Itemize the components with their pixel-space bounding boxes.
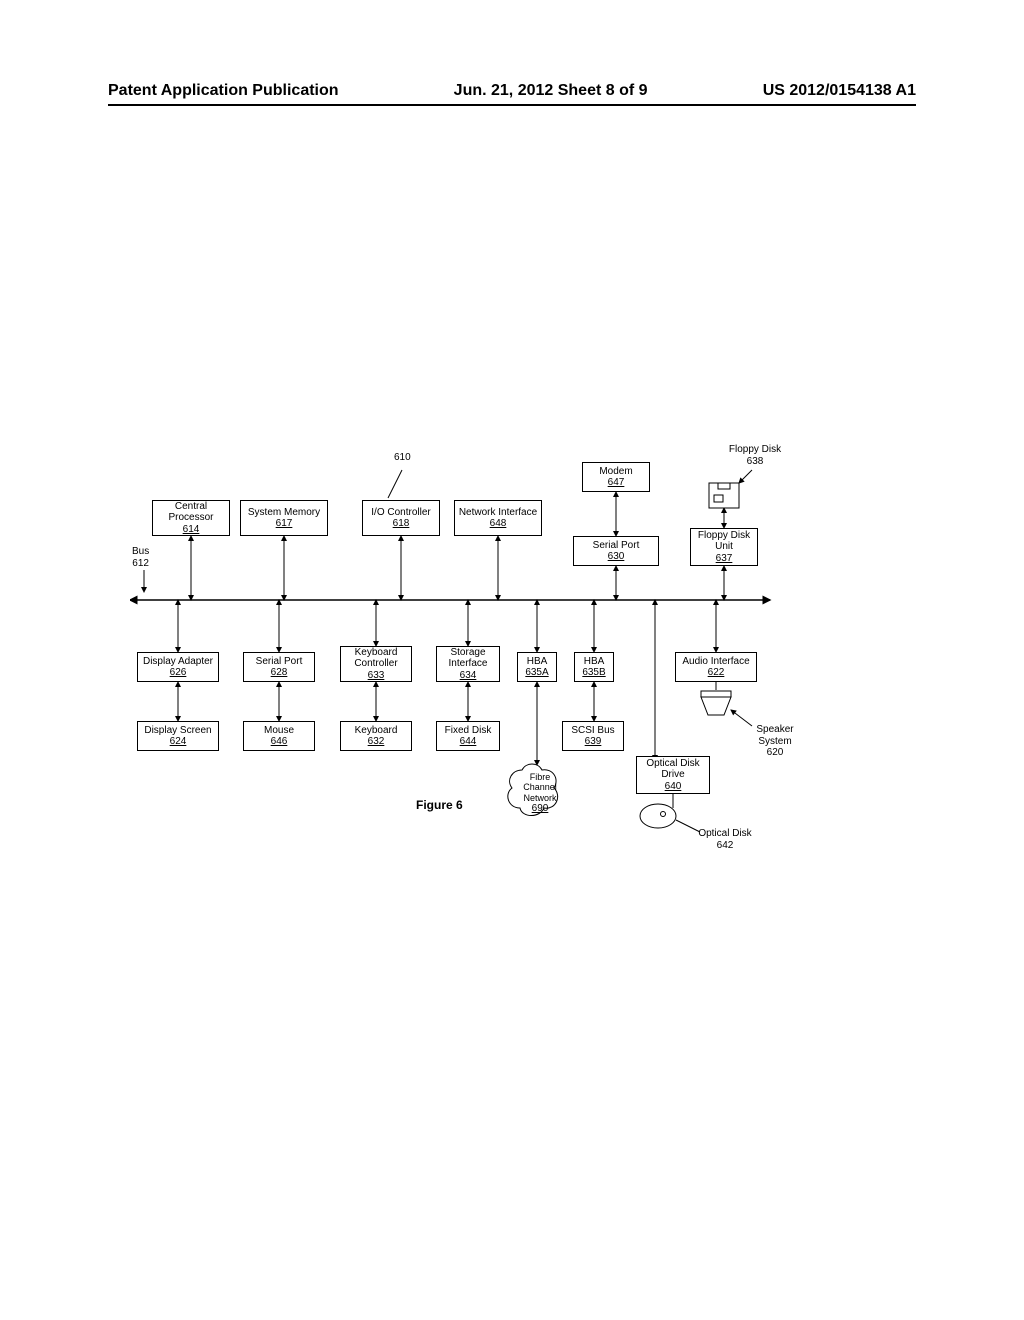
- node-nif-ref: 648: [457, 518, 539, 530]
- patent-header: Patent Application Publication Jun. 21, …: [0, 82, 1024, 100]
- node-sp628: Serial Port628: [243, 652, 315, 682]
- fcn-ref: 690: [532, 803, 549, 814]
- node-ds-ref: 624: [140, 736, 216, 748]
- node-sp628-ref: 628: [246, 667, 312, 679]
- node-fdu: Floppy Disk Unit637: [690, 528, 758, 566]
- node-hba_a-ref: 635A: [520, 667, 554, 679]
- node-sp628-name: Serial Port: [246, 656, 312, 668]
- node-nif-name: Network Interface: [457, 507, 539, 519]
- floppy-ref: 638: [747, 456, 764, 467]
- node-hba_b-name: HBA: [577, 656, 611, 668]
- node-kb-name: Keyboard: [343, 725, 409, 737]
- floppy-disk-label: Floppy Disk 638: [720, 444, 790, 467]
- node-ai-name: Audio Interface: [678, 656, 754, 668]
- node-si-name: Storage Interface: [439, 647, 497, 670]
- header-left: Patent Application Publication: [108, 82, 339, 100]
- node-mouse-ref: 646: [246, 736, 312, 748]
- header-right: US 2012/0154138 A1: [763, 82, 916, 100]
- node-ds: Display Screen624: [137, 721, 219, 751]
- node-kbc-ref: 633: [343, 670, 409, 682]
- bus-ref: 612: [132, 558, 149, 569]
- node-kbc-name: Keyboard Controller: [343, 647, 409, 670]
- node-da-name: Display Adapter: [140, 656, 216, 668]
- system-block-diagram: 610 Bus 612 Floppy Disk 638 Speaker Syst…: [130, 440, 910, 880]
- optical-name: Optical Disk: [698, 828, 751, 839]
- node-modem: Modem647: [582, 462, 650, 492]
- node-fdu-name: Floppy Disk Unit: [693, 530, 755, 553]
- node-fd-name: Fixed Disk: [439, 725, 497, 737]
- node-ioc: I/O Controller618: [362, 500, 440, 536]
- node-da-ref: 626: [140, 667, 216, 679]
- node-scsi-name: SCSI Bus: [565, 725, 621, 737]
- header-rule: [108, 104, 916, 106]
- fcn-name: Fibre Channel Network: [523, 772, 557, 803]
- node-fd-ref: 644: [439, 736, 497, 748]
- node-da: Display Adapter626: [137, 652, 219, 682]
- bus-name: Bus: [132, 546, 149, 557]
- node-hba_b-ref: 635B: [577, 667, 611, 679]
- figure-caption: Figure 6: [416, 798, 463, 812]
- node-mem: System Memory617: [240, 500, 328, 536]
- node-mem-ref: 617: [243, 518, 325, 530]
- node-sp630: Serial Port630: [573, 536, 659, 566]
- optical-disk-label: Optical Disk 642: [690, 828, 760, 851]
- optical-ref: 642: [717, 840, 734, 851]
- node-modem-ref: 647: [585, 477, 647, 489]
- node-odd-name: Optical Disk Drive: [639, 758, 707, 781]
- header-center: Jun. 21, 2012 Sheet 8 of 9: [454, 82, 648, 100]
- node-scsi: SCSI Bus639: [562, 721, 624, 751]
- node-sp630-name: Serial Port: [576, 540, 656, 552]
- node-fdu-ref: 637: [693, 553, 755, 565]
- node-odd-ref: 640: [639, 781, 707, 793]
- node-ioc-ref: 618: [365, 518, 437, 530]
- node-cpu: Central Processor614: [152, 500, 230, 536]
- node-kbc: Keyboard Controller633: [340, 646, 412, 682]
- speaker-label: Speaker System 620: [745, 724, 805, 759]
- node-fd: Fixed Disk644: [436, 721, 500, 751]
- bus-label: Bus 612: [132, 546, 149, 569]
- node-ai-ref: 622: [678, 667, 754, 679]
- node-sp630-ref: 630: [576, 551, 656, 563]
- node-si: Storage Interface634: [436, 646, 500, 682]
- node-hba_a: HBA635A: [517, 652, 557, 682]
- node-ds-name: Display Screen: [140, 725, 216, 737]
- node-hba_b: HBA635B: [574, 652, 614, 682]
- node-scsi-ref: 639: [565, 736, 621, 748]
- fibre-channel-label: Fibre Channel Network 690: [516, 772, 564, 815]
- node-odd: Optical Disk Drive640: [636, 756, 710, 794]
- node-si-ref: 634: [439, 670, 497, 682]
- floppy-name: Floppy Disk: [729, 444, 781, 455]
- node-ai: Audio Interface622: [675, 652, 757, 682]
- node-kb-ref: 632: [343, 736, 409, 748]
- speaker-name: Speaker System: [756, 724, 793, 747]
- node-cpu-name: Central Processor: [155, 501, 227, 524]
- node-kb: Keyboard632: [340, 721, 412, 751]
- speaker-ref: 620: [767, 747, 784, 758]
- node-nif: Network Interface648: [454, 500, 542, 536]
- node-hba_a-name: HBA: [520, 656, 554, 668]
- node-cpu-ref: 614: [155, 524, 227, 536]
- node-ioc-name: I/O Controller: [365, 507, 437, 519]
- node-mem-name: System Memory: [243, 507, 325, 519]
- pointer-610: 610: [394, 452, 411, 464]
- node-mouse: Mouse646: [243, 721, 315, 751]
- node-mouse-name: Mouse: [246, 725, 312, 737]
- node-modem-name: Modem: [585, 466, 647, 478]
